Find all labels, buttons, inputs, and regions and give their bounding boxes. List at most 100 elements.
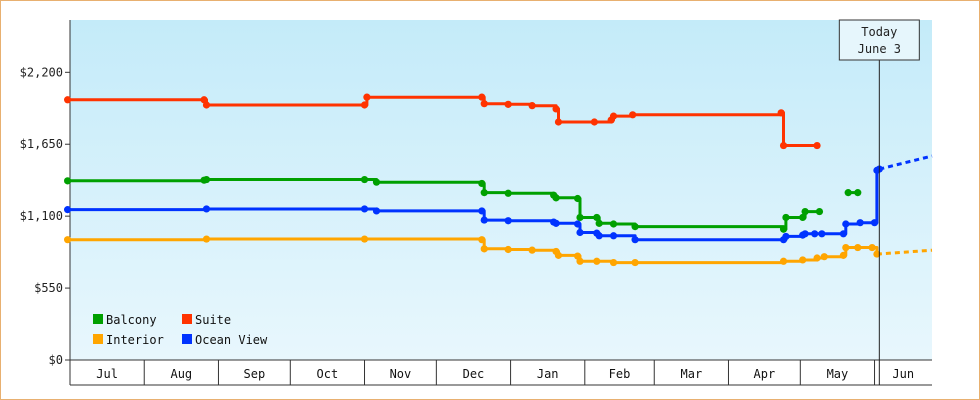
series-suite — [64, 93, 821, 150]
data-point[interactable] — [64, 206, 72, 214]
data-point[interactable] — [480, 189, 488, 197]
data-point[interactable] — [609, 232, 618, 240]
data-point[interactable] — [799, 213, 807, 222]
data-point[interactable] — [372, 207, 381, 215]
data-point[interactable] — [811, 230, 819, 238]
series-ocean-view — [878, 154, 933, 171]
data-point[interactable] — [478, 93, 486, 101]
y-tick-label: $550 — [34, 281, 63, 295]
x-axis: Jul Aug Sep Oct Nov Dec Jan Feb Mar Apr May Jun — [70, 359, 932, 386]
legend-label: Ocean View — [195, 333, 268, 347]
data-point[interactable] — [779, 141, 788, 150]
data-point[interactable] — [528, 102, 536, 110]
data-point[interactable] — [574, 194, 582, 203]
data-point[interactable] — [576, 228, 584, 237]
data-point[interactable] — [779, 225, 788, 233]
series-line — [876, 248, 933, 256]
series-line — [878, 154, 933, 171]
series-balcony — [844, 189, 862, 197]
data-point[interactable] — [609, 220, 618, 228]
data-point[interactable] — [64, 96, 72, 104]
data-point[interactable] — [574, 220, 582, 228]
data-point[interactable] — [576, 257, 584, 265]
data-point[interactable] — [801, 230, 809, 238]
data-point[interactable] — [815, 207, 824, 216]
data-point[interactable] — [360, 101, 369, 109]
data-point[interactable] — [813, 254, 821, 262]
data-point[interactable] — [552, 194, 560, 202]
data-point[interactable] — [595, 219, 603, 227]
data-point[interactable] — [609, 258, 618, 267]
data-point[interactable] — [480, 245, 488, 253]
data-point[interactable] — [64, 236, 72, 244]
data-point[interactable] — [631, 223, 639, 231]
data-point[interactable] — [593, 213, 601, 222]
data-point[interactable] — [202, 175, 211, 184]
month-label: Mar — [681, 367, 703, 381]
data-point[interactable] — [504, 245, 512, 254]
data-point[interactable] — [844, 189, 852, 197]
series-ocean-view — [64, 165, 883, 244]
data-point[interactable] — [839, 230, 848, 238]
series-interior — [64, 235, 881, 267]
data-point[interactable] — [782, 232, 790, 241]
data-point[interactable] — [593, 257, 601, 265]
data-point[interactable] — [576, 213, 584, 222]
data-point[interactable] — [629, 111, 637, 119]
data-point[interactable] — [839, 251, 848, 259]
data-point[interactable] — [478, 207, 486, 215]
today-label: Today — [861, 25, 897, 39]
data-point[interactable] — [360, 235, 369, 243]
data-point[interactable] — [590, 118, 598, 126]
month-label: Feb — [609, 367, 631, 381]
data-point[interactable] — [813, 141, 821, 150]
data-point[interactable] — [478, 179, 486, 188]
today-marker: Today June 3 — [838, 19, 920, 385]
data-point[interactable] — [779, 257, 788, 265]
legend-item[interactable]: Interior — [93, 333, 164, 347]
data-point[interactable] — [631, 258, 639, 267]
data-point[interactable] — [870, 219, 879, 227]
data-point[interactable] — [820, 253, 828, 261]
data-point[interactable] — [818, 230, 826, 238]
data-point[interactable] — [609, 112, 618, 120]
data-point[interactable] — [480, 216, 488, 224]
data-point[interactable] — [554, 251, 563, 259]
data-point[interactable] — [777, 109, 785, 117]
data-point[interactable] — [372, 178, 381, 186]
data-point[interactable] — [360, 175, 369, 184]
data-point[interactable] — [782, 213, 790, 222]
data-point[interactable] — [631, 236, 639, 244]
legend-item[interactable]: Suite — [182, 313, 231, 327]
legend-swatch — [93, 334, 103, 344]
data-point[interactable] — [528, 246, 536, 254]
month-label: Dec — [463, 367, 485, 381]
data-point[interactable] — [854, 189, 862, 197]
data-point[interactable] — [64, 177, 72, 185]
legend-item[interactable]: Ocean View — [182, 333, 268, 347]
data-point[interactable] — [801, 207, 809, 216]
data-point[interactable] — [504, 217, 512, 225]
data-point[interactable] — [504, 100, 512, 108]
data-point[interactable] — [478, 236, 486, 244]
data-point[interactable] — [480, 100, 488, 108]
data-point[interactable] — [202, 101, 211, 109]
data-point[interactable] — [552, 105, 560, 113]
data-point[interactable] — [842, 243, 850, 252]
data-point[interactable] — [868, 243, 876, 252]
data-point[interactable] — [202, 235, 211, 243]
data-point[interactable] — [856, 219, 864, 227]
data-point[interactable] — [554, 118, 563, 126]
data-point[interactable] — [595, 232, 603, 240]
data-point[interactable] — [504, 189, 512, 197]
data-point[interactable] — [360, 205, 369, 213]
data-point[interactable] — [842, 220, 850, 228]
month-label: Sep — [244, 367, 266, 381]
data-point[interactable] — [363, 93, 371, 101]
data-point[interactable] — [552, 219, 560, 227]
legend-item[interactable]: Balcony — [93, 313, 157, 327]
data-point[interactable] — [799, 256, 807, 264]
data-point[interactable] — [202, 205, 211, 213]
data-point[interactable] — [854, 243, 862, 252]
